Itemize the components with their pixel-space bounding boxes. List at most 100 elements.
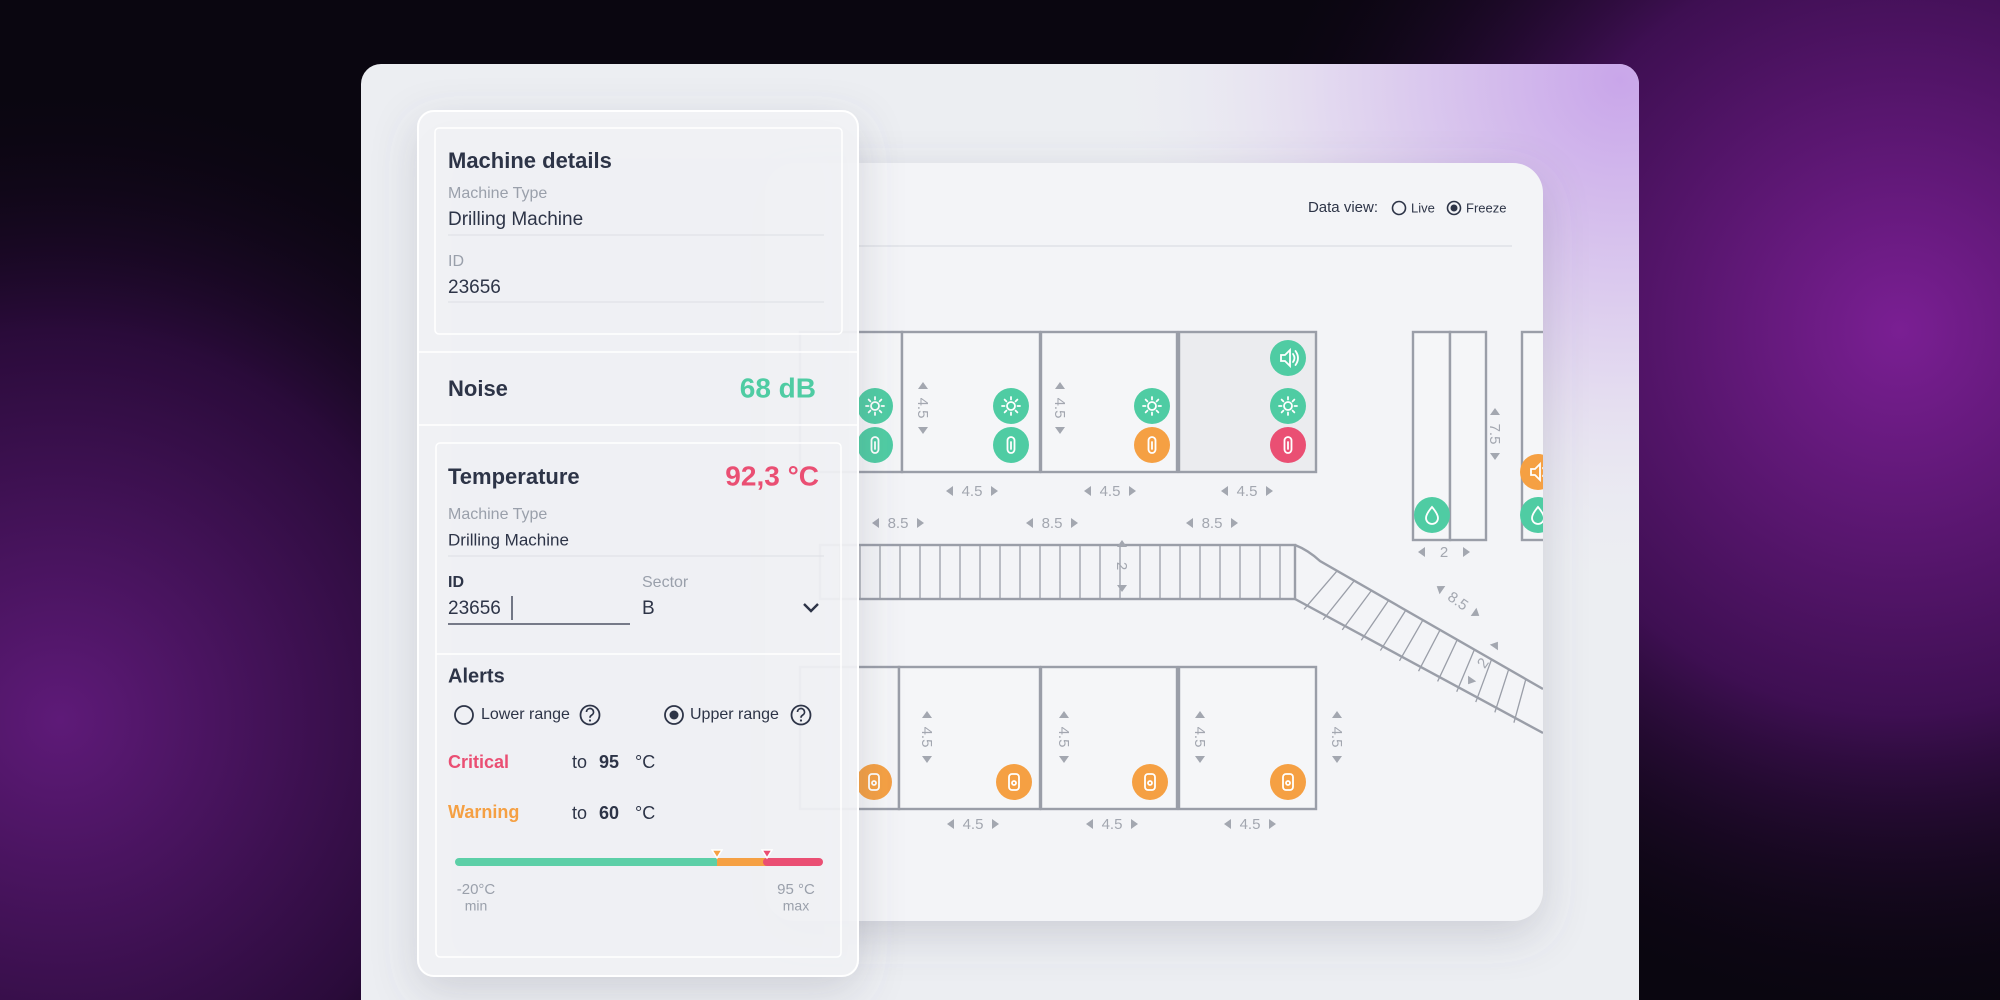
sensor-icon[interactable] [1134, 427, 1170, 463]
data-view-label: Data view: [1308, 199, 1378, 216]
section-title: Temperature [448, 464, 580, 489]
icon-glyph [1014, 409, 1019, 414]
sensor-icon[interactable] [856, 764, 892, 800]
dimension-label: 4.5 [1102, 816, 1123, 833]
field-label: Machine Type [448, 506, 547, 523]
dimension-arrow [1026, 518, 1033, 528]
sensor-icon[interactable] [1520, 454, 1556, 490]
dimension-arrow [1117, 540, 1127, 547]
dimension-label: 4.5 [962, 483, 983, 500]
dimension: 4.5 [914, 382, 931, 434]
id-input[interactable]: 23656 [448, 598, 501, 619]
dimension: 2 [1113, 540, 1130, 592]
sensor-badge [1132, 764, 1168, 800]
sensor-icon[interactable] [1270, 427, 1306, 463]
dimension-arrow [918, 382, 928, 389]
sensor-icon[interactable] [857, 427, 893, 463]
sector-select[interactable]: B [642, 598, 655, 619]
conveyor-slat [1303, 570, 1338, 610]
dimension-arrow [1195, 756, 1205, 763]
icon-glyph [867, 409, 872, 414]
dimension-arrow [1071, 518, 1078, 528]
icon-glyph [1291, 409, 1296, 414]
radio-label[interactable]: Upper range [690, 706, 779, 723]
dimension-arrow [1332, 756, 1342, 763]
alert-value[interactable]: 95 [599, 752, 619, 772]
range-handle[interactable] [760, 849, 774, 860]
dimension-arrow [1086, 819, 1093, 829]
radio-label[interactable]: Lower range [481, 706, 570, 723]
sensor-badge [1520, 454, 1543, 490]
sensor-badge [1414, 497, 1450, 533]
icon-glyph [1006, 436, 1016, 454]
sensor-icon[interactable] [1520, 497, 1556, 533]
icon-glyph [1283, 436, 1293, 454]
alert-level: Critical [448, 752, 509, 772]
section-box [435, 442, 842, 958]
dimension-arrow [1332, 711, 1342, 718]
sensor-badge [993, 388, 1029, 424]
dimension-arrow [1470, 607, 1480, 616]
radio-lower[interactable] [454, 705, 474, 725]
dimension-label: 4.5 [1051, 398, 1068, 419]
icon-glyph [878, 409, 883, 414]
dimension-arrow [1084, 486, 1091, 496]
sensor-icon[interactable] [1414, 497, 1450, 533]
radio-upper[interactable] [664, 705, 684, 725]
dimension-arrow [1418, 547, 1425, 557]
dimension-label: 4.5 [1237, 483, 1258, 500]
dimension-arrow [1231, 518, 1238, 528]
sensor-icon[interactable] [993, 427, 1029, 463]
sensor-icon[interactable] [1132, 764, 1168, 800]
dimension-label: 4.5 [1191, 727, 1208, 748]
icon-glyph [870, 436, 880, 454]
sensor-badge [1270, 764, 1306, 800]
dimension-arrow [1129, 486, 1136, 496]
alert-level: Warning [448, 802, 519, 822]
dimension-arrow [1221, 486, 1228, 496]
icon-glyph [1155, 409, 1160, 414]
radio-label[interactable]: Live [1411, 200, 1435, 215]
sensor-icon[interactable] [857, 388, 893, 424]
dimension-label: 4.5 [963, 816, 984, 833]
sensor-icon[interactable] [1270, 340, 1306, 376]
icon-glyph [1280, 409, 1285, 414]
conveyor-slat [1398, 619, 1424, 662]
alert-unit: °C [635, 752, 655, 772]
icon-glyph [1144, 773, 1156, 791]
dimension-arrow [1269, 819, 1276, 829]
conveyor-slat [1437, 639, 1458, 682]
dimension-arrow [872, 518, 879, 528]
sensor-icon[interactable] [1270, 764, 1306, 800]
dimension-label: 4.5 [1240, 816, 1261, 833]
radio-live[interactable] [1391, 200, 1407, 216]
range-handle[interactable] [710, 849, 724, 860]
field-value: Drilling Machine [448, 209, 583, 230]
alert-unit: °C [635, 803, 655, 823]
sensor-icon[interactable] [1134, 388, 1170, 424]
sensor-icon[interactable] [1270, 388, 1306, 424]
field-value: Drilling Machine [448, 530, 569, 549]
dimension-label: 4.5 [918, 727, 935, 748]
radio-label[interactable]: Freeze [1466, 200, 1506, 215]
chevron[interactable] [803, 603, 819, 613]
icon-glyph [867, 398, 872, 403]
field-value: 23656 [448, 277, 501, 298]
machine-block [1448, 330, 1488, 542]
dimension: 8.5 [1026, 515, 1078, 532]
conveyor-slat [1513, 678, 1527, 723]
sensor-icon[interactable] [993, 388, 1029, 424]
conveyor [1294, 543, 1543, 735]
help-icon[interactable] [579, 704, 601, 726]
dimension-arrow [946, 486, 953, 496]
help-icon[interactable] [790, 704, 812, 726]
dimension: 8.5 [1186, 515, 1238, 532]
conveyor-slat [1322, 580, 1355, 621]
sensor-icon[interactable] [996, 764, 1032, 800]
dimension-label: 4.5 [914, 398, 931, 419]
alert-to: to [572, 803, 587, 823]
radio-freeze[interactable] [1446, 200, 1462, 216]
alert-value[interactable]: 60 [599, 803, 619, 823]
dimension-arrow [1055, 427, 1065, 434]
icon-glyph [1144, 398, 1149, 403]
